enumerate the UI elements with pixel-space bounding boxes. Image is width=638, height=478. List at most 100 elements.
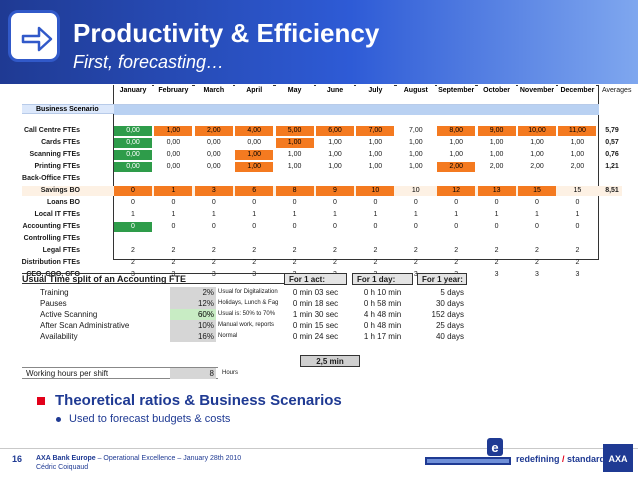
table-cell[interactable]: 2,00 (570, 163, 585, 170)
table-cell[interactable]: 9,00 (477, 126, 516, 136)
table-cell[interactable]: 0 (114, 222, 152, 232)
table-cell[interactable]: 0 (373, 223, 378, 230)
table-cell[interactable] (518, 234, 556, 244)
table-cell[interactable] (154, 174, 192, 184)
table-cell[interactable]: 0 (454, 223, 459, 230)
table-cell[interactable]: 3 (575, 271, 580, 278)
table-cell[interactable]: 2,00 (489, 163, 504, 170)
table-cell[interactable]: 0 (494, 223, 499, 230)
table-cell[interactable]: 0 (131, 199, 135, 206)
table-cell[interactable]: 1 (292, 211, 297, 218)
table-cell[interactable]: 1,00 (328, 151, 342, 158)
table-cell[interactable]: 6 (235, 186, 274, 196)
table-cell[interactable]: 0 (413, 223, 418, 230)
table-cell[interactable]: 2 (131, 247, 135, 254)
table-cell[interactable]: 1,00 (408, 151, 423, 158)
table-cell[interactable]: 2 (373, 259, 378, 266)
table-cell[interactable] (518, 174, 556, 184)
table-cell[interactable]: 1,00 (530, 139, 544, 146)
table-cell[interactable]: 2 (252, 259, 257, 266)
table-cell[interactable]: 2 (211, 259, 216, 266)
table-cell[interactable]: 2 (373, 247, 378, 254)
table-cell[interactable]: 0,00 (114, 126, 152, 136)
table-cell[interactable]: 1 (171, 211, 176, 218)
table-cell[interactable]: 7,00 (408, 127, 423, 134)
table-cell[interactable]: 1,00 (408, 163, 423, 170)
table-cell[interactable]: 8,00 (437, 126, 476, 136)
table-cell[interactable]: 2 (535, 247, 539, 254)
table-cell[interactable]: 2 (171, 247, 176, 254)
table-cell[interactable] (235, 234, 273, 244)
table-cell[interactable]: 2,00 (437, 162, 476, 172)
table-cell[interactable]: 0 (252, 199, 257, 206)
table-cell[interactable]: 0 (454, 199, 459, 206)
table-cell[interactable]: 1,00 (449, 139, 463, 146)
table-cell[interactable]: 2 (535, 259, 539, 266)
table-cell[interactable]: 15 (573, 187, 582, 194)
table-cell[interactable]: 1,00 (368, 163, 383, 170)
table-cell[interactable]: 2 (292, 259, 297, 266)
table-cell[interactable]: 0 (171, 199, 176, 206)
table-cell[interactable] (114, 174, 152, 184)
table-cell[interactable]: 2 (413, 259, 418, 266)
table-cell[interactable] (478, 234, 516, 244)
table-cell[interactable] (437, 174, 475, 184)
table-cell[interactable]: 1,00 (449, 151, 463, 158)
table-cell[interactable]: 0,00 (206, 139, 221, 146)
table-cell[interactable]: 3 (535, 271, 539, 278)
table-cell[interactable]: 2 (454, 247, 459, 254)
table-cell[interactable]: 0 (114, 186, 152, 196)
table-cell[interactable]: 0 (575, 223, 580, 230)
table-cell[interactable]: 1 (252, 211, 257, 218)
table-cell[interactable]: 1,00 (530, 151, 544, 158)
table-cell[interactable]: 10,00 (518, 126, 556, 136)
table-cell[interactable] (478, 174, 516, 184)
table-cell[interactable]: 0,00 (166, 163, 181, 170)
working-hours-value[interactable]: 8 (170, 368, 216, 379)
table-cell[interactable] (276, 234, 314, 244)
table-cell[interactable]: 0 (211, 223, 216, 230)
table-cell[interactable]: 2 (333, 247, 337, 254)
table-cell[interactable]: 0,00 (114, 138, 152, 148)
table-cell[interactable]: 0 (575, 199, 580, 206)
split-percent[interactable]: 60% (170, 309, 216, 320)
table-cell[interactable] (154, 234, 192, 244)
table-cell[interactable] (195, 174, 233, 184)
table-cell[interactable]: 6,00 (316, 126, 354, 136)
table-cell[interactable] (114, 234, 152, 244)
table-cell[interactable]: 3 (171, 271, 176, 278)
table-cell[interactable]: 3 (413, 271, 418, 278)
table-cell[interactable]: 4,00 (235, 126, 274, 136)
table-cell[interactable]: 1,00 (235, 150, 274, 160)
table-cell[interactable]: 0 (333, 199, 337, 206)
table-cell[interactable]: 11,00 (558, 126, 597, 136)
table-cell[interactable]: 1,00 (328, 139, 342, 146)
table-cell[interactable] (195, 234, 233, 244)
table-cell[interactable]: 3 (211, 271, 216, 278)
split-percent[interactable]: 16% (170, 331, 216, 342)
table-cell[interactable]: 0 (252, 223, 257, 230)
split-percent[interactable]: 10% (170, 320, 216, 331)
table-cell[interactable]: 0,00 (206, 151, 221, 158)
table-cell[interactable]: 0 (494, 199, 499, 206)
table-cell[interactable] (356, 174, 394, 184)
split-percent[interactable]: 2% (170, 287, 216, 298)
table-cell[interactable]: 0 (535, 199, 539, 206)
table-cell[interactable]: 2,00 (530, 163, 544, 170)
table-cell[interactable]: 1,00 (154, 126, 193, 136)
table-cell[interactable]: 2 (292, 247, 297, 254)
table-cell[interactable]: 1 (211, 211, 216, 218)
table-cell[interactable]: 1,00 (275, 138, 314, 148)
table-cell[interactable]: 0,00 (206, 163, 221, 170)
table-cell[interactable]: 0,00 (166, 151, 181, 158)
table-cell[interactable]: 1,00 (570, 139, 585, 146)
table-cell[interactable] (397, 174, 435, 184)
table-cell[interactable]: 1,00 (287, 163, 302, 170)
table-cell[interactable]: 0 (535, 223, 539, 230)
table-cell[interactable]: 1,00 (368, 151, 383, 158)
table-cell[interactable] (397, 234, 435, 244)
table-cell[interactable]: 7,00 (356, 126, 395, 136)
table-cell[interactable] (437, 234, 475, 244)
table-cell[interactable]: 1 (333, 211, 337, 218)
table-cell[interactable] (235, 174, 273, 184)
